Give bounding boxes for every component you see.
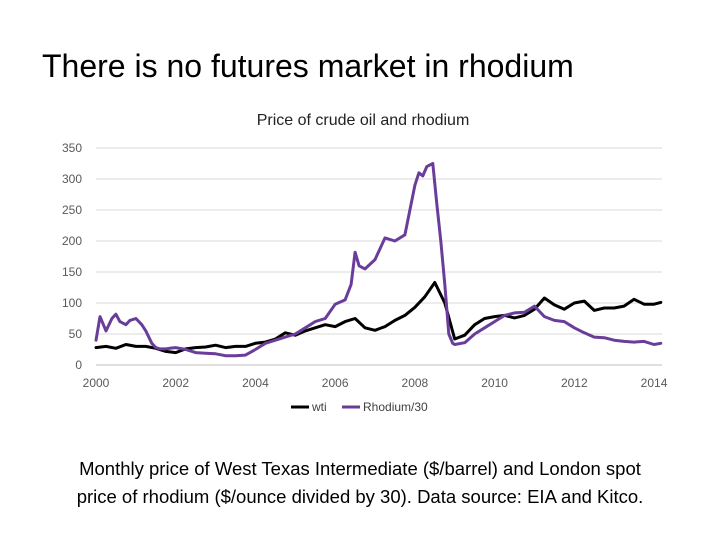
x-tick-label: 2004	[242, 376, 269, 390]
x-axis-ticks: 2000 2002 2004 2006 2008 2010 2012 2014	[83, 376, 668, 390]
y-tick-label: 350	[62, 141, 82, 155]
y-tick-label: 300	[62, 172, 82, 186]
chart-title: Price of crude oil and rhodium	[256, 112, 470, 129]
x-tick-label: 2008	[402, 376, 429, 390]
caption-line-1: Monthly price of West Texas Intermediate…	[79, 458, 641, 479]
gridlines	[96, 147, 662, 366]
legend: wti Rhodium/30	[291, 400, 428, 414]
y-tick-label: 100	[62, 296, 82, 310]
x-tick-label: 2010	[481, 376, 508, 390]
series-lines	[94, 162, 663, 358]
series-line-rhodium	[94, 162, 663, 358]
y-axis-ticks: 0 50 100 150 200 250 300 350	[62, 141, 82, 372]
slide-title: There is no futures market in rhodium	[42, 48, 574, 84]
y-tick-label: 0	[75, 358, 82, 372]
x-tick-label: 2006	[322, 376, 349, 390]
y-tick-label: 150	[62, 265, 82, 279]
legend-item-wti-label: wti	[311, 400, 327, 414]
y-tick-label: 250	[62, 203, 82, 217]
x-tick-label: 2002	[162, 376, 189, 390]
legend-item-rhodium-label: Rhodium/30	[363, 400, 428, 414]
caption-line-2: price of rhodium ($/ounce divided by 30)…	[76, 486, 644, 507]
y-tick-label: 50	[69, 327, 83, 341]
y-tick-label: 200	[62, 234, 82, 248]
x-tick-label: 2000	[83, 376, 110, 390]
figure-caption: Monthly price of West Texas Intermediate…	[0, 455, 720, 511]
x-tick-label: 2014	[641, 376, 668, 390]
series-line-wti	[94, 281, 663, 355]
x-tick-label: 2012	[561, 376, 588, 390]
